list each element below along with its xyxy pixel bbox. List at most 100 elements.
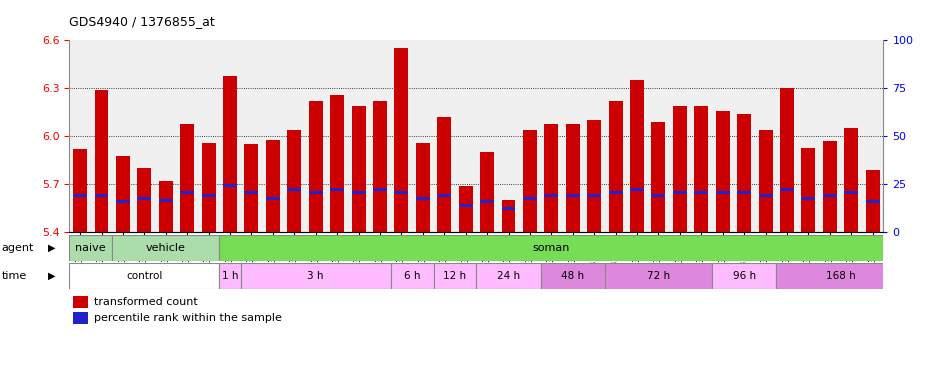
Bar (159, 199, 173, 202)
Bar (244, 144, 258, 232)
Bar (609, 191, 623, 194)
Bar (416, 197, 430, 200)
Bar (309, 191, 323, 194)
Bar (202, 143, 216, 232)
Bar (801, 147, 815, 232)
Bar (459, 186, 473, 232)
Bar (605, 263, 712, 289)
Bar (73, 312, 88, 324)
Bar (523, 197, 536, 200)
Bar (758, 130, 772, 232)
Bar (438, 117, 451, 232)
Bar (180, 191, 194, 194)
Bar (587, 120, 601, 232)
Bar (288, 188, 302, 190)
Bar (180, 124, 194, 232)
Bar (758, 194, 772, 197)
Bar (845, 128, 858, 232)
Bar (416, 143, 430, 232)
Text: ▶: ▶ (48, 271, 55, 281)
Bar (373, 101, 387, 232)
Bar (265, 197, 280, 200)
Bar (630, 80, 644, 232)
Bar (390, 263, 434, 289)
Bar (138, 197, 152, 200)
Bar (438, 194, 451, 197)
Bar (94, 194, 108, 197)
Bar (219, 235, 883, 261)
Text: 6 h: 6 h (404, 271, 420, 281)
Bar (737, 114, 751, 232)
Bar (219, 263, 240, 289)
Bar (309, 101, 323, 232)
Bar (73, 296, 88, 308)
Bar (630, 188, 644, 190)
Bar (712, 263, 776, 289)
Bar (352, 191, 365, 194)
Bar (823, 141, 837, 232)
Bar (330, 95, 344, 232)
Bar (288, 130, 302, 232)
Bar (566, 194, 580, 197)
Bar (545, 194, 559, 197)
Bar (73, 149, 87, 232)
Bar (801, 197, 815, 200)
Bar (394, 191, 408, 194)
Bar (223, 184, 237, 187)
Bar (823, 194, 837, 197)
Bar (866, 170, 880, 232)
Bar (116, 200, 130, 204)
Bar (373, 188, 387, 190)
Bar (138, 168, 152, 232)
Bar (545, 124, 559, 232)
Bar (737, 191, 751, 194)
Bar (845, 191, 858, 194)
Bar (651, 194, 665, 197)
Bar (434, 263, 476, 289)
Bar (866, 200, 880, 204)
Bar (265, 139, 280, 232)
Bar (223, 76, 237, 232)
Bar (540, 263, 605, 289)
Text: time: time (2, 271, 27, 281)
Bar (716, 191, 730, 194)
Text: soman: soman (533, 243, 570, 253)
Bar (459, 204, 473, 207)
Bar (587, 194, 601, 197)
Text: transformed count: transformed count (93, 297, 198, 307)
Bar (480, 152, 494, 232)
Text: 12 h: 12 h (443, 271, 466, 281)
Bar (695, 106, 709, 232)
Bar (94, 90, 108, 232)
Bar (523, 130, 536, 232)
Bar (780, 88, 794, 232)
Bar (480, 200, 494, 204)
Bar (394, 48, 408, 232)
Bar (672, 191, 687, 194)
Bar (651, 122, 665, 232)
Text: vehicle: vehicle (146, 243, 186, 253)
Bar (244, 191, 258, 194)
Bar (73, 194, 87, 197)
Bar (501, 207, 515, 210)
Bar (202, 194, 216, 197)
Bar (672, 106, 687, 232)
Bar (352, 106, 365, 232)
Text: ▶: ▶ (48, 243, 55, 253)
Text: 48 h: 48 h (561, 271, 585, 281)
Bar (501, 200, 515, 232)
Text: GDS4940 / 1376855_at: GDS4940 / 1376855_at (69, 15, 216, 28)
Text: naive: naive (76, 243, 106, 253)
Bar (776, 263, 905, 289)
Text: control: control (126, 271, 163, 281)
Bar (609, 101, 623, 232)
Text: percentile rank within the sample: percentile rank within the sample (93, 313, 282, 323)
Bar (780, 188, 794, 190)
Text: 96 h: 96 h (733, 271, 756, 281)
Text: 24 h: 24 h (497, 271, 520, 281)
Bar (159, 181, 173, 232)
Bar (330, 188, 344, 190)
Bar (476, 263, 540, 289)
Text: 72 h: 72 h (647, 271, 670, 281)
Bar (69, 235, 112, 261)
